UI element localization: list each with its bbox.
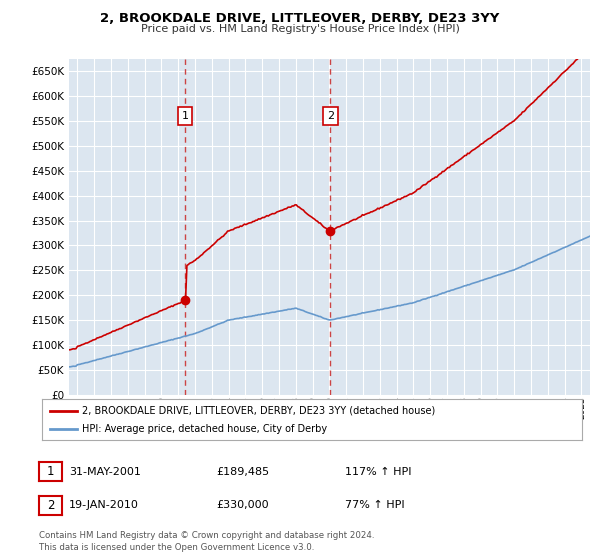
Text: 1: 1 — [47, 465, 54, 478]
Text: £330,000: £330,000 — [216, 500, 269, 510]
Text: 2, BROOKDALE DRIVE, LITTLEOVER, DERBY, DE23 3YY: 2, BROOKDALE DRIVE, LITTLEOVER, DERBY, D… — [100, 12, 500, 25]
Text: 2: 2 — [47, 498, 54, 512]
Text: £189,485: £189,485 — [216, 466, 269, 477]
Text: 77% ↑ HPI: 77% ↑ HPI — [345, 500, 404, 510]
Text: HPI: Average price, detached house, City of Derby: HPI: Average price, detached house, City… — [83, 424, 328, 434]
Text: Contains HM Land Registry data © Crown copyright and database right 2024.
This d: Contains HM Land Registry data © Crown c… — [39, 531, 374, 552]
Text: 117% ↑ HPI: 117% ↑ HPI — [345, 466, 412, 477]
Text: 2: 2 — [326, 111, 334, 121]
Text: 19-JAN-2010: 19-JAN-2010 — [69, 500, 139, 510]
Text: 31-MAY-2001: 31-MAY-2001 — [69, 466, 141, 477]
Text: 2, BROOKDALE DRIVE, LITTLEOVER, DERBY, DE23 3YY (detached house): 2, BROOKDALE DRIVE, LITTLEOVER, DERBY, D… — [83, 405, 436, 416]
Text: Price paid vs. HM Land Registry's House Price Index (HPI): Price paid vs. HM Land Registry's House … — [140, 24, 460, 34]
Text: 1: 1 — [182, 111, 188, 121]
